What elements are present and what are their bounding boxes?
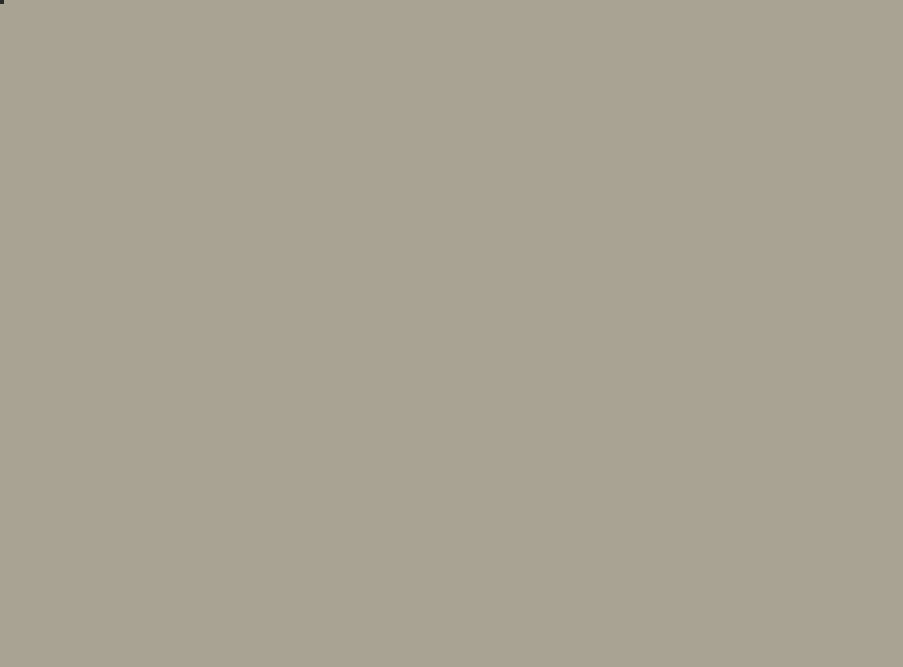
plot-area [0, 0, 4, 4]
xrd-figure [0, 0, 903, 667]
